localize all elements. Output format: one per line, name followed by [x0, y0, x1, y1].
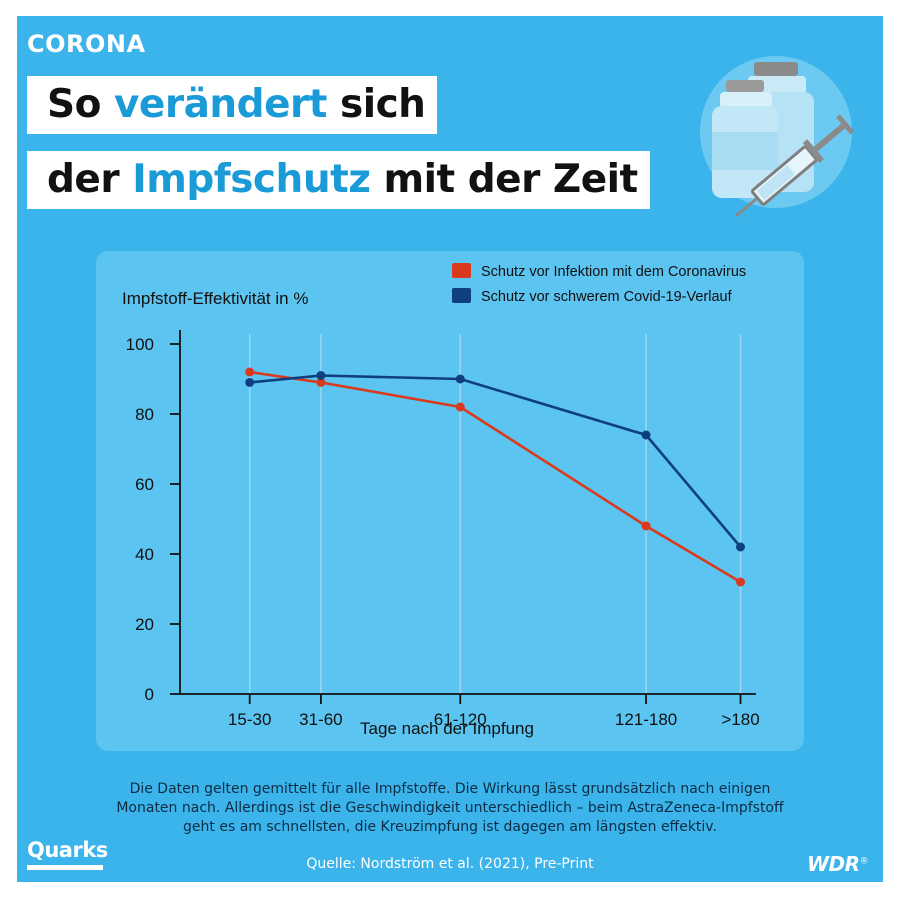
wdr-logo: WDR® — [807, 852, 869, 876]
y-tick-label: 0 — [145, 685, 154, 704]
footnote-line: Monaten nach. Allerdings ist die Geschwi… — [116, 800, 784, 816]
y-tick-label: 60 — [135, 475, 154, 494]
headline-text: der — [47, 157, 133, 202]
data-point-infection — [316, 378, 326, 387]
legend-label-severe: Schutz vor schwerem Covid-19-Verlauf — [481, 289, 733, 305]
series-line-severe — [249, 374, 742, 548]
y-tick-label: 100 — [126, 335, 154, 354]
footnote-line: geht es am schnellsten, die Kreuzimpfung… — [183, 819, 717, 835]
headline-text: sich — [326, 82, 426, 127]
data-point-severe — [316, 371, 326, 380]
series-line-infection — [249, 370, 742, 584]
legend-swatch-infection — [452, 263, 471, 278]
data-point-severe — [736, 542, 746, 552]
legend-label-infection: Schutz vor Infektion mit dem Coronavirus — [481, 264, 746, 280]
y-tick-label: 40 — [135, 545, 154, 564]
registered-mark: ® — [859, 856, 869, 867]
headline-accent: verändert — [113, 82, 327, 127]
line-chart: Impfstoff-Effektivität in % Schutz vor I… — [122, 263, 760, 738]
headline-accent: Impfschutz — [132, 157, 371, 202]
x-tick-label: 15-30 — [228, 710, 271, 729]
quarks-logo-underline — [27, 865, 103, 870]
data-point-severe — [455, 374, 465, 384]
x-tick-label: 31-60 — [299, 710, 342, 729]
data-point-severe — [641, 430, 651, 440]
x-tick-label: >180 — [721, 710, 759, 729]
data-point-severe — [245, 378, 255, 387]
headline-text: mit der Zeit — [370, 157, 639, 202]
wdr-logo-text: WDR — [807, 852, 860, 876]
headline-line-1: So verändert sich — [27, 76, 438, 134]
data-point-infection — [245, 367, 255, 377]
x-tick-label: 121-180 — [615, 710, 677, 729]
source-note: Quelle: Nordström et al. (2021), Pre-Pri… — [306, 856, 594, 872]
headline-line-2: der Impfschutz mit der Zeit — [27, 151, 650, 209]
data-point-infection — [455, 402, 465, 412]
footnote-line: Die Daten gelten gemittelt für alle Impf… — [129, 781, 771, 797]
kicker-label: CORONA — [27, 30, 146, 58]
quarks-logo: Quarks — [27, 838, 108, 862]
x-axis-label: Tage nach der Impfung — [360, 719, 534, 738]
legend-swatch-severe — [452, 288, 471, 303]
chart-panel: Impfstoff-Effektivität in % Schutz vor I… — [96, 251, 804, 751]
infographic-poster: CORONA So verändert sich der Impfschutz … — [17, 16, 883, 882]
footnote: Die Daten gelten gemittelt für alle Impf… — [77, 780, 823, 837]
data-point-infection — [736, 577, 746, 587]
data-point-infection — [641, 521, 651, 531]
y-tick-label: 80 — [135, 405, 154, 424]
x-tick-label: 61-120 — [434, 710, 487, 729]
vaccine-syringe-icon — [700, 56, 855, 218]
headline-text: So — [47, 82, 114, 127]
y-tick-label: 20 — [135, 615, 154, 634]
y-axis-label: Impfstoff-Effektivität in % — [122, 289, 308, 308]
